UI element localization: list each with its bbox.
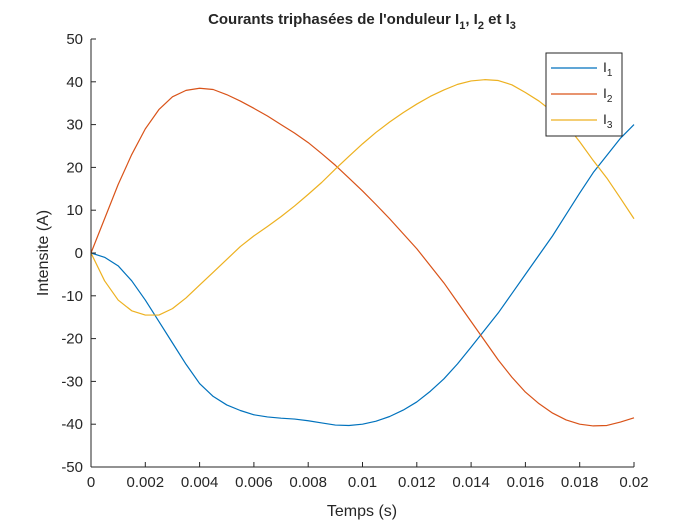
x-tick-label: 0.02 — [619, 474, 648, 491]
title-sub-1: 1 — [459, 20, 465, 32]
x-ticks: 0 0.002 0.004 0.006 0.008 0.01 0.012 0.014 0.016… — [87, 462, 649, 491]
y-tick-label: 20 — [66, 159, 83, 176]
x-tick-label: 0.012 — [398, 474, 436, 491]
y-tick-label: 30 — [66, 117, 83, 134]
title-sub-2: 2 — [478, 20, 484, 32]
legend-label-3: I3 — [603, 111, 613, 131]
legend-label-1: I1 — [603, 59, 613, 79]
y-tick-label: 50 — [66, 31, 83, 48]
y-tick-label: -20 — [61, 331, 83, 348]
x-tick-label: 0 — [87, 474, 95, 491]
y-tick-label: -40 — [61, 416, 83, 433]
series-layer — [90, 79, 635, 427]
y-tick-label: -50 — [61, 459, 83, 476]
y-tick-label: 40 — [66, 74, 83, 91]
legend-label-2: I2 — [603, 85, 613, 105]
series-line-2 — [90, 87, 635, 427]
y-ticks: -50 -40 -30 -20 -10 0 10 20 30 40 50 — [61, 31, 96, 476]
x-tick-label: 0.006 — [235, 474, 273, 491]
chart-title: Courants triphasées de l'onduleur I1, I2… — [208, 11, 516, 32]
y-tick-label: -10 — [61, 288, 83, 305]
y-tick-label: 0 — [75, 245, 83, 262]
y-axis-label: Intensite (A) — [35, 210, 52, 296]
y-tick-label: 10 — [66, 202, 83, 219]
series-line-3 — [90, 79, 635, 316]
x-tick-label: 0.01 — [348, 474, 377, 491]
title-sep-2: et I — [484, 11, 510, 28]
x-tick-label: 0.004 — [181, 474, 219, 491]
x-axis-label: Temps (s) — [327, 503, 397, 520]
title-sub-3: 3 — [510, 20, 516, 32]
legend: I1 I2 I3 — [545, 52, 623, 137]
x-tick-label: 0.014 — [452, 474, 490, 491]
x-tick-label: 0.002 — [127, 474, 165, 491]
x-tick-label: 0.008 — [289, 474, 327, 491]
x-tick-label: 0.016 — [507, 474, 545, 491]
title-sep-1: , I — [465, 11, 478, 28]
series-line-1 — [90, 124, 635, 427]
title-main: Courants triphasées de l'onduleur I — [208, 11, 459, 28]
y-tick-label: -30 — [61, 373, 83, 390]
x-tick-label: 0.018 — [561, 474, 599, 491]
plot-area — [91, 39, 634, 467]
